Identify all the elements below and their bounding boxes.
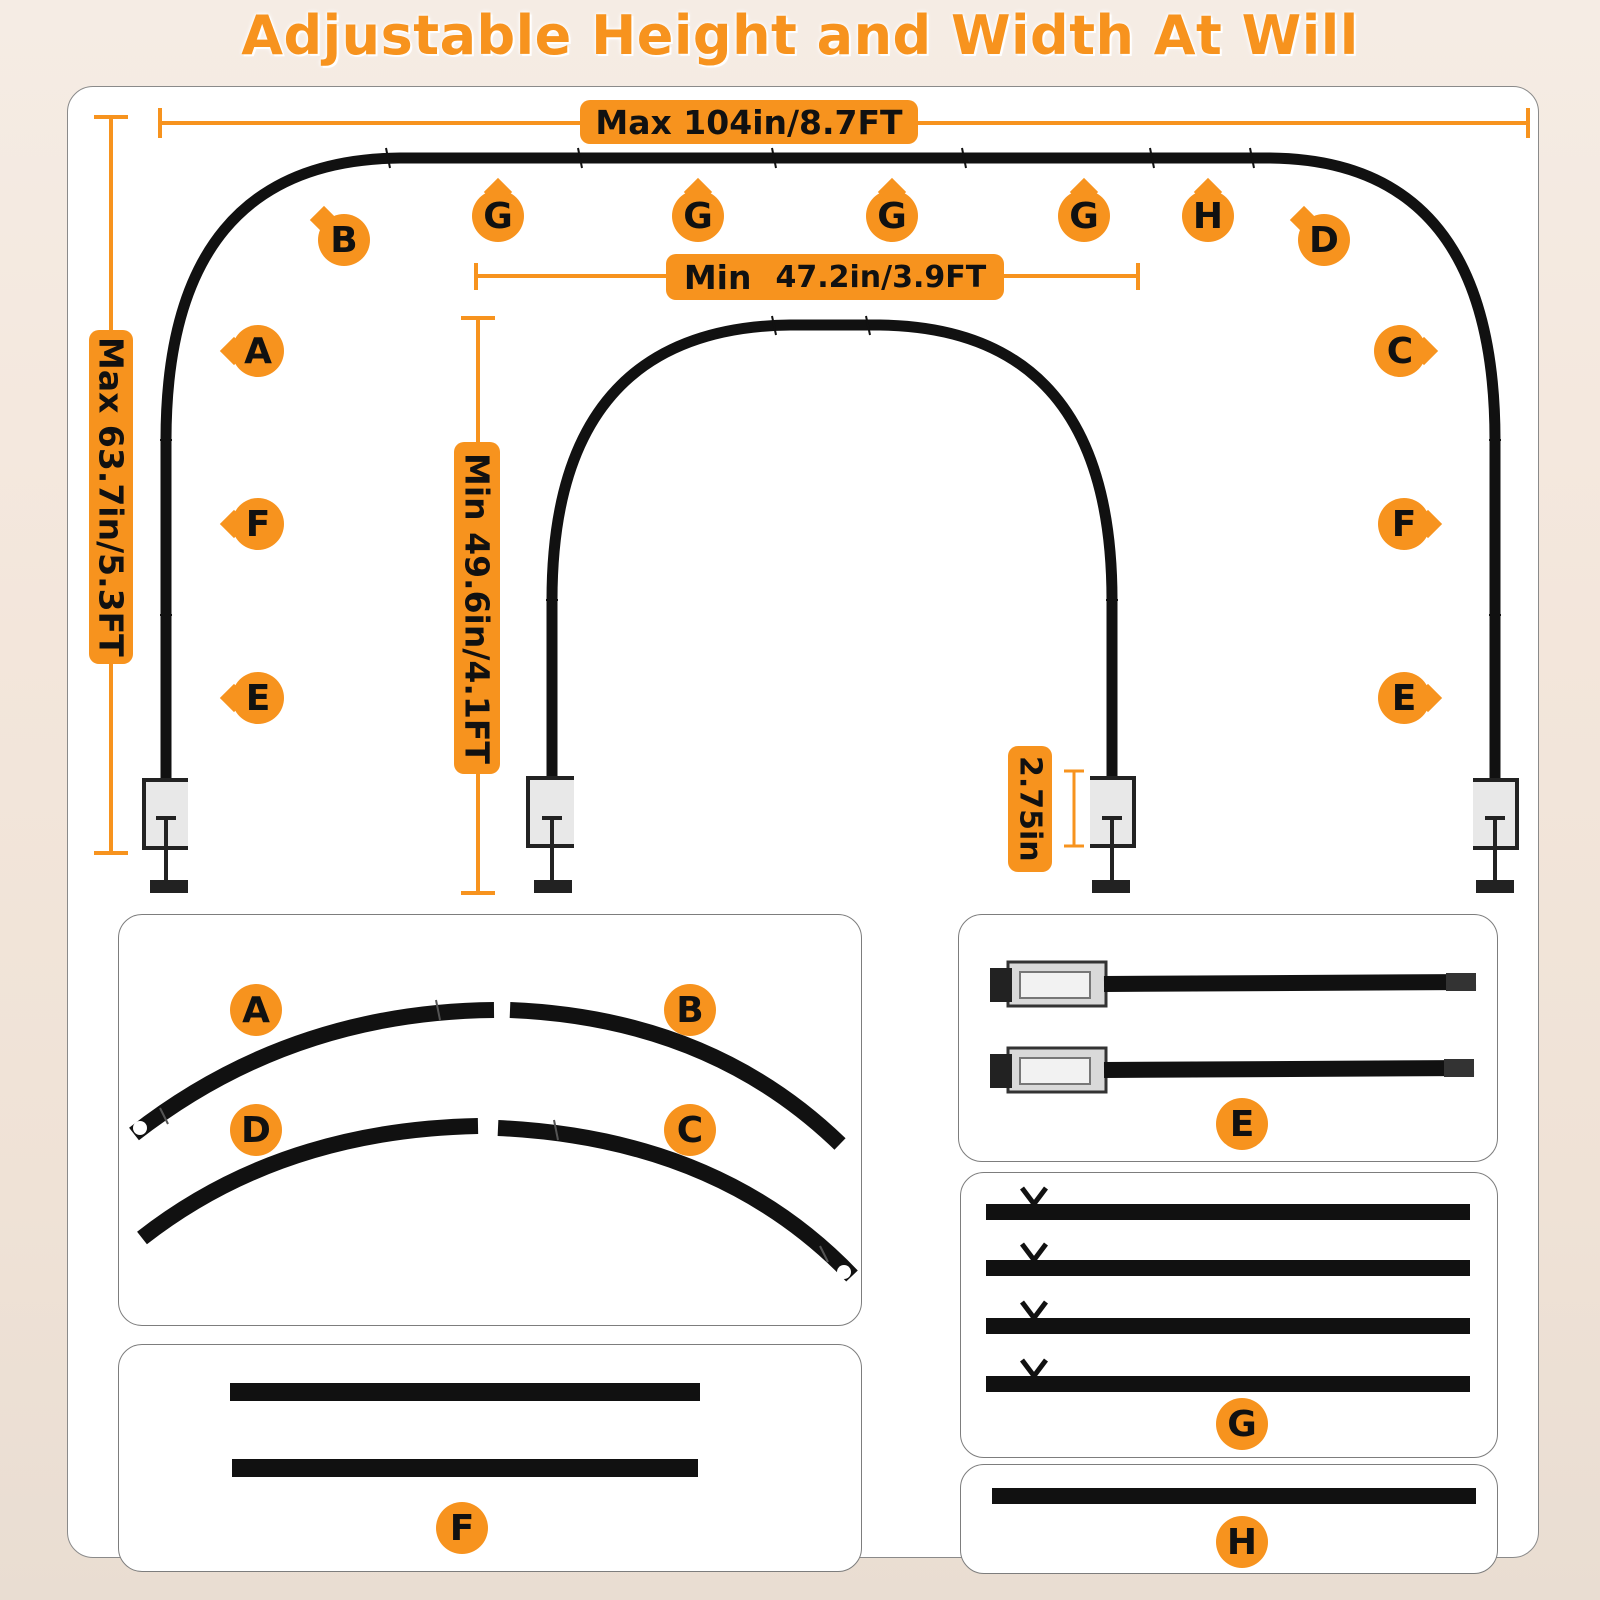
part-label-g: G <box>1216 1398 1268 1450</box>
part-label-e: E <box>1216 1098 1268 1150</box>
part-label-a: A <box>230 984 282 1036</box>
marker-g-4: G <box>1058 190 1110 242</box>
poles-f-panel <box>118 1344 862 1572</box>
page-title: Adjustable Height and Width At Will <box>241 4 1359 67</box>
marker-a-left: A <box>232 325 284 377</box>
arc-d-rod <box>137 1118 479 1245</box>
part-label-b: B <box>664 984 716 1036</box>
poles-e-panel <box>958 914 1498 1162</box>
marker-d: D <box>1298 214 1350 266</box>
part-label-f: F <box>436 1502 488 1554</box>
max-height-label: Max 63.7in/5.3FT <box>89 330 133 664</box>
arc-a-rod <box>129 1002 495 1141</box>
marker-e-left: E <box>232 672 284 724</box>
pole-e-1 <box>990 960 1477 1008</box>
min-width-prefix: Min <box>683 257 752 297</box>
marker-f-right: F <box>1378 498 1430 550</box>
marker-f-left: F <box>232 498 284 550</box>
part-label-c: C <box>664 1104 716 1156</box>
part-label-h: H <box>1216 1516 1268 1568</box>
marker-g-2: G <box>672 190 724 242</box>
pole-g-1 <box>986 1186 1470 1220</box>
pole-g-3 <box>986 1300 1470 1334</box>
marker-c-right: C <box>1374 325 1426 377</box>
pole-e-2 <box>990 1046 1475 1094</box>
small-arch-rod <box>546 319 1118 780</box>
min-width-label: Min 47.2in/3.9FT <box>666 254 1004 300</box>
marker-g-3: G <box>866 190 918 242</box>
max-width-label: Max 104in/8.7FT <box>580 100 918 144</box>
marker-e-right: E <box>1378 672 1430 724</box>
clamp-small-left <box>526 776 574 893</box>
marker-g-1: G <box>472 190 524 242</box>
part-label-d: D <box>230 1104 282 1156</box>
min-height-label: Min 49.6in/4.1FT <box>454 442 500 774</box>
clamp-large-left <box>142 778 188 893</box>
arc-b-rod <box>509 1002 846 1150</box>
clamp-large-right <box>1473 778 1519 893</box>
large-arch-rod <box>160 152 1501 780</box>
pole-g-2 <box>986 1242 1470 1276</box>
min-width-value: 47.2in/3.9FT <box>775 259 987 295</box>
marker-h: H <box>1182 190 1234 242</box>
marker-b: B <box>318 214 370 266</box>
clamp-small-right <box>1090 776 1136 893</box>
clamp-height-label: 2.75in <box>1008 746 1052 872</box>
pole-g-4 <box>986 1358 1470 1392</box>
